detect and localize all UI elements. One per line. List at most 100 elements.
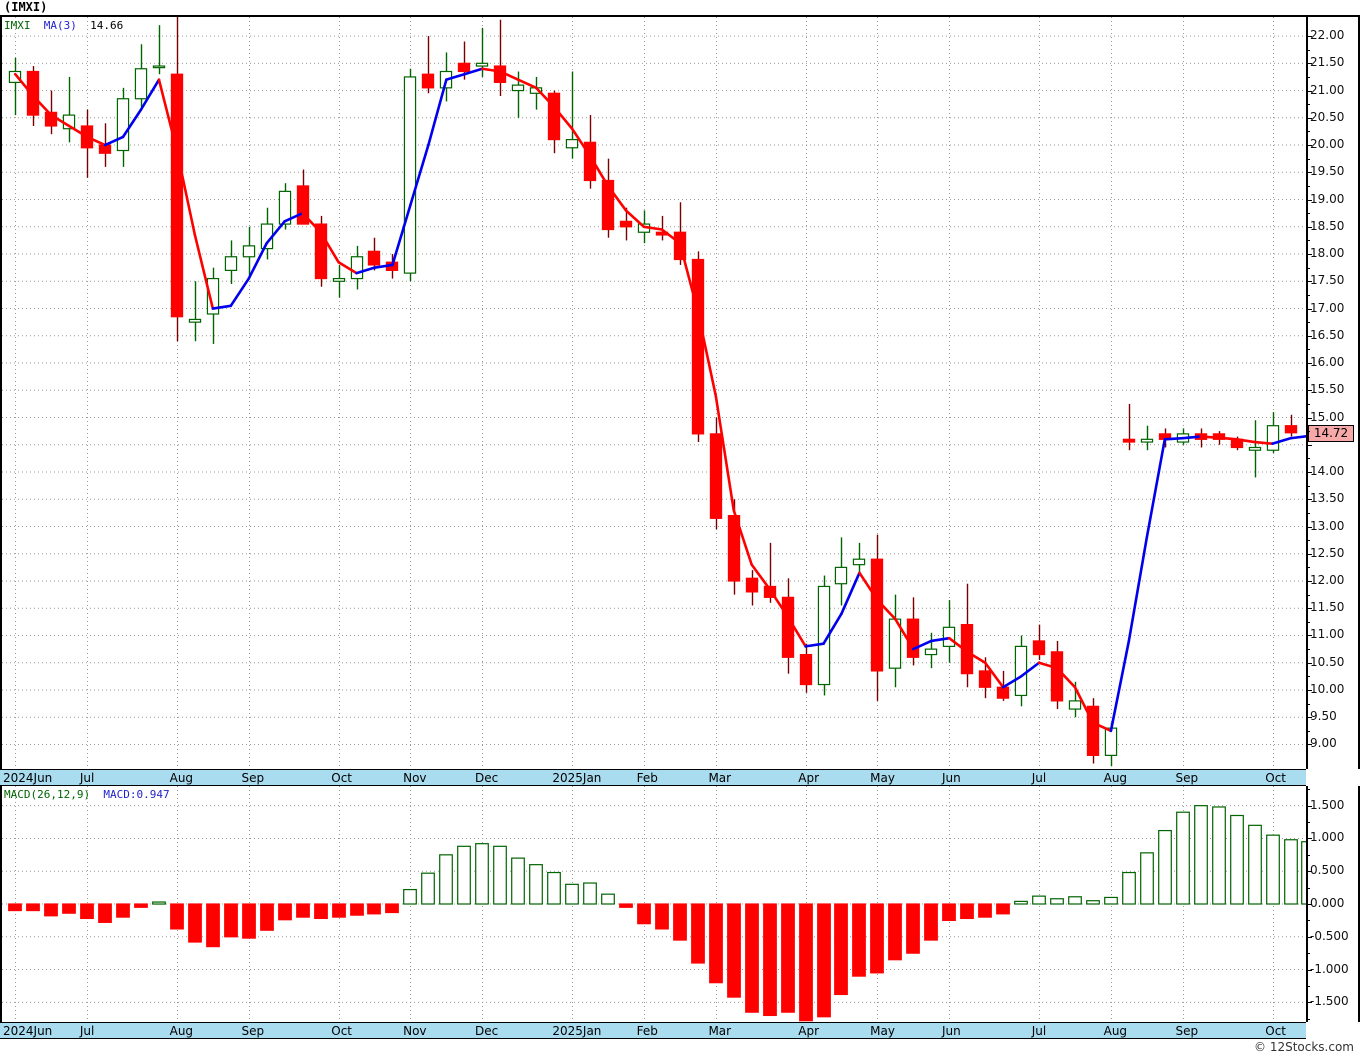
candle-body[interactable] <box>1014 645 1028 697</box>
candle-body[interactable] <box>1140 438 1154 443</box>
macd-histogram-bar[interactable] <box>350 903 364 916</box>
candle-body[interactable] <box>188 318 202 323</box>
candle-body[interactable] <box>799 653 813 686</box>
macd-histogram-bar[interactable] <box>1068 896 1082 905</box>
macd-histogram-bar[interactable] <box>206 903 220 948</box>
macd-histogram-bar[interactable] <box>44 903 58 917</box>
macd-histogram-bar[interactable] <box>296 903 310 918</box>
macd-histogram-bar[interactable] <box>332 903 346 918</box>
macd-histogram-bar[interactable] <box>1176 811 1190 905</box>
macd-histogram-bar[interactable] <box>565 883 579 905</box>
candle-body[interactable] <box>350 256 364 280</box>
macd-histogram-bar[interactable] <box>924 903 938 941</box>
macd-histogram-bar[interactable] <box>942 903 956 921</box>
candle-body[interactable] <box>314 223 328 280</box>
candle-body[interactable] <box>1266 425 1280 451</box>
candle-body[interactable] <box>942 626 956 647</box>
macd-histogram-bar[interactable] <box>26 903 40 912</box>
macd-histogram-bar[interactable] <box>1104 896 1118 905</box>
macd-histogram-bar[interactable] <box>1212 806 1226 905</box>
macd-histogram-bar[interactable] <box>62 903 76 914</box>
macd-histogram-bar[interactable] <box>1301 841 1306 905</box>
candle-body[interactable] <box>511 84 525 92</box>
candle-body[interactable] <box>565 139 579 149</box>
macd-histogram-bar[interactable] <box>260 903 274 931</box>
macd-histogram-bar[interactable] <box>673 903 687 941</box>
candle-body[interactable] <box>278 190 292 225</box>
candle-body[interactable] <box>421 73 435 89</box>
candle-body[interactable] <box>781 596 795 658</box>
candle-body[interactable] <box>296 185 310 225</box>
macd-histogram-bar[interactable] <box>1086 900 1100 905</box>
price-plot[interactable] <box>0 17 1306 769</box>
macd-histogram-bar[interactable] <box>709 903 723 984</box>
candle-body[interactable] <box>475 62 489 67</box>
macd-histogram-bar[interactable] <box>116 903 130 918</box>
candle-body[interactable] <box>224 256 238 271</box>
candle-body[interactable] <box>1284 425 1298 434</box>
candle-body[interactable] <box>1086 705 1100 756</box>
macd-histogram-bar[interactable] <box>457 845 471 905</box>
macd-histogram-bar[interactable] <box>1140 852 1154 905</box>
candle-body[interactable] <box>924 648 938 656</box>
candle-body[interactable] <box>906 618 920 658</box>
macd-histogram-bar[interactable] <box>80 903 94 920</box>
macd-histogram-bar[interactable] <box>529 864 543 905</box>
macd-histogram-bar[interactable] <box>278 903 292 921</box>
candle-body[interactable] <box>852 558 866 566</box>
macd-histogram-bar[interactable] <box>98 903 112 923</box>
macd-histogram-bar[interactable] <box>511 857 525 905</box>
macd-histogram-bar[interactable] <box>763 903 777 1017</box>
macd-histogram-bar[interactable] <box>960 903 974 920</box>
macd-histogram-bar[interactable] <box>601 893 615 905</box>
candle-body[interactable] <box>547 92 561 141</box>
candle-body[interactable] <box>870 558 884 672</box>
macd-histogram-bar[interactable] <box>242 903 256 939</box>
macd-histogram-bar[interactable] <box>781 903 795 1013</box>
candle-body[interactable] <box>1248 446 1262 451</box>
macd-histogram-bar[interactable] <box>8 903 22 912</box>
macd-histogram-bar[interactable] <box>1014 900 1028 905</box>
candle-body[interactable] <box>206 277 220 315</box>
macd-histogram-bar[interactable] <box>870 903 884 974</box>
candle-body[interactable] <box>996 686 1010 699</box>
macd-histogram-bar[interactable] <box>403 888 417 905</box>
macd-histogram-bar[interactable] <box>1266 834 1280 905</box>
macd-histogram-bar[interactable] <box>1032 895 1046 905</box>
macd-histogram-bar[interactable] <box>439 854 453 905</box>
macd-plot[interactable] <box>0 786 1306 1022</box>
macd-histogram-bar[interactable] <box>547 871 561 905</box>
macd-histogram-bar[interactable] <box>1122 871 1136 905</box>
macd-histogram-bar[interactable] <box>493 845 507 905</box>
macd-histogram-bar[interactable] <box>1158 829 1172 905</box>
macd-histogram-bar[interactable] <box>619 903 633 908</box>
candle-body[interactable] <box>152 65 166 69</box>
macd-histogram-bar[interactable] <box>475 843 489 905</box>
macd-histogram-bar[interactable] <box>583 882 597 905</box>
macd-histogram-bar[interactable] <box>745 903 759 1013</box>
candle-body[interactable] <box>601 179 615 231</box>
macd-histogram-bar[interactable] <box>224 903 238 938</box>
candle-body[interactable] <box>583 141 597 182</box>
candle-body[interactable] <box>691 258 705 435</box>
macd-histogram-bar[interactable] <box>1230 814 1244 905</box>
candle-body[interactable] <box>727 515 741 582</box>
candle-body[interactable] <box>116 98 130 152</box>
macd-histogram-bar[interactable] <box>637 903 651 925</box>
macd-histogram-bar[interactable] <box>1248 824 1262 905</box>
macd-histogram-bar[interactable] <box>817 903 831 1018</box>
macd-histogram-bar[interactable] <box>1194 805 1208 905</box>
candle-body[interactable] <box>745 577 759 593</box>
macd-histogram-bar[interactable] <box>1050 898 1064 905</box>
macd-histogram-bar[interactable] <box>996 903 1010 915</box>
macd-histogram-bar[interactable] <box>834 903 848 996</box>
macd-histogram-bar[interactable] <box>134 903 148 908</box>
candle-body[interactable] <box>8 70 22 83</box>
macd-histogram-bar[interactable] <box>1284 839 1298 905</box>
candle-body[interactable] <box>960 623 974 675</box>
candle-body[interactable] <box>170 73 184 318</box>
candle-body[interactable] <box>242 245 256 258</box>
candle-body[interactable] <box>1104 727 1118 756</box>
macd-histogram-bar[interactable] <box>978 903 992 918</box>
candle-body[interactable] <box>1032 640 1046 656</box>
